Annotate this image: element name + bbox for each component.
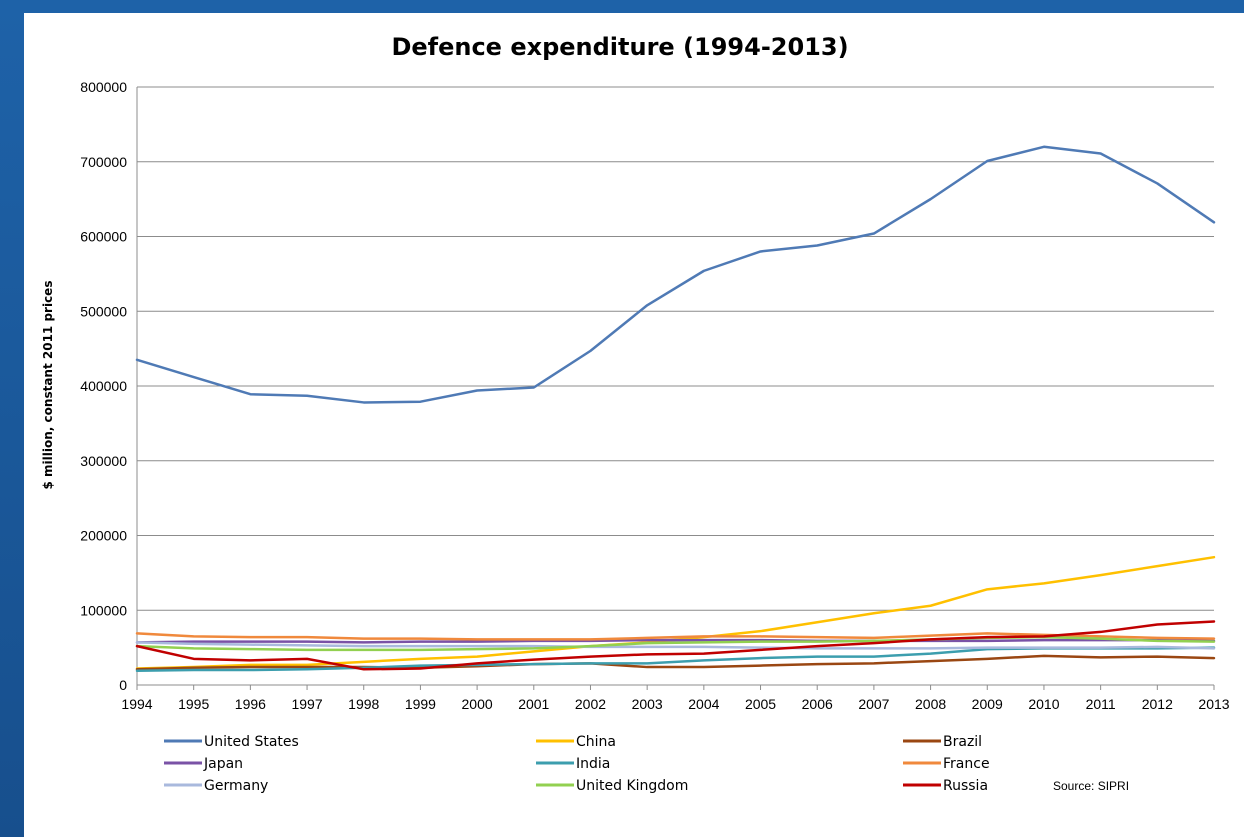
gridlines — [137, 86, 1214, 611]
y-tick-label: 500000 — [80, 303, 127, 319]
series-line-france — [135, 632, 1216, 641]
series-line-japan — [135, 638, 1216, 644]
legend-label-united-kingdom: United Kingdom — [576, 778, 688, 794]
x-tick-label: 2011 — [1086, 696, 1116, 712]
chart-title: Defence expenditure (1994-2013) — [391, 33, 848, 61]
series-line-china — [135, 555, 1216, 670]
x-tick-label: 2012 — [1142, 696, 1173, 712]
legend-label-india: India — [576, 756, 610, 772]
legend-label-united-states: United States — [204, 734, 299, 750]
y-tick-label: 300000 — [80, 453, 127, 469]
x-tick-label: 2009 — [972, 696, 1003, 712]
x-tick-label: 2003 — [632, 696, 663, 712]
x-tick-label: 2000 — [462, 696, 493, 712]
x-tick-label: 2005 — [745, 696, 776, 712]
series-lines — [135, 145, 1216, 673]
x-tick-label: 2002 — [575, 696, 606, 712]
x-tick-label: 1997 — [291, 696, 322, 712]
x-tick-label: 1995 — [178, 696, 209, 712]
x-tick-label: 2013 — [1198, 696, 1229, 712]
series-line-brazil — [135, 654, 1216, 671]
legend-label-germany: Germany — [204, 778, 268, 794]
x-tick-label: 1994 — [121, 696, 152, 712]
y-tick-label: 0 — [119, 677, 127, 693]
x-tick-label: 2007 — [858, 696, 889, 712]
y-tick-label: 600000 — [80, 229, 127, 245]
y-tick-label: 700000 — [80, 154, 127, 170]
y-axis-label: $ million, constant 2011 prices — [41, 281, 55, 490]
legend-label-france: France — [943, 756, 990, 772]
x-tick-label: 1998 — [348, 696, 379, 712]
x-tick-label: 1996 — [235, 696, 266, 712]
legend: United States China Brazil Japan India France… — [164, 734, 990, 794]
defence-expenditure-chart: Defence expenditure (1994-2013) $ millio… — [41, 33, 1230, 794]
legend-label-russia: Russia — [943, 778, 988, 794]
series-line-russia — [135, 620, 1216, 671]
y-tick-label: 400000 — [80, 378, 127, 394]
x-tick-label: 2010 — [1028, 696, 1059, 712]
y-tick-label: 200000 — [80, 528, 127, 544]
x-tick-label: 2001 — [518, 696, 549, 712]
x-tick-label: 1999 — [405, 696, 436, 712]
source-note: Source: SIPRI — [1053, 779, 1129, 793]
x-tick-label: 2006 — [802, 696, 833, 712]
chart-panel: Defence expenditure (1994-2013) $ millio… — [24, 13, 1244, 837]
series-line-germany — [135, 641, 1216, 650]
legend-label-brazil: Brazil — [943, 734, 982, 750]
legend-label-china: China — [576, 734, 616, 750]
y-tick-label: 100000 — [80, 602, 127, 618]
y-tick-label: 800000 — [80, 79, 127, 95]
series-line-united-states — [135, 145, 1216, 404]
x-tick-label: 2004 — [688, 696, 719, 712]
x-tick-label: 2008 — [915, 696, 946, 712]
legend-label-japan: Japan — [203, 756, 243, 772]
axes: 0 100000 200000 300000 400000 500000 600000 700… — [80, 79, 1229, 712]
